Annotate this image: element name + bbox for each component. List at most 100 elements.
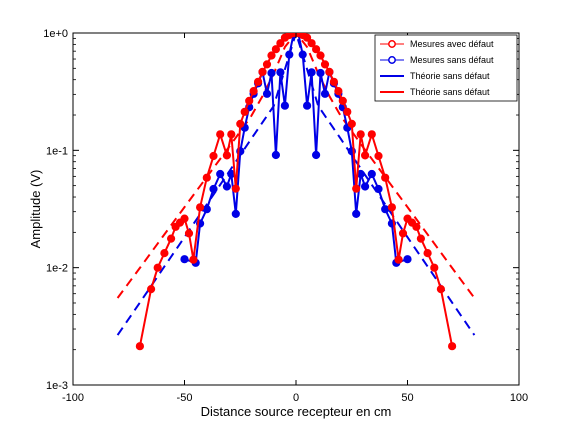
series-line [116,33,476,336]
x-tick-label: 100 [510,392,528,404]
data-point [180,255,189,264]
data-point [276,68,285,77]
y-tick-label: 1e-3 [46,380,68,392]
data-point [374,151,383,161]
legend-label: Théorie sans défaut [410,71,490,81]
data-point [153,263,162,272]
data-point [254,77,263,86]
data-point [180,214,189,223]
x-tick-label: 50 [401,392,413,404]
x-tick-label: -50 [177,392,193,404]
data-point [320,89,330,98]
series-2 [116,33,476,336]
y-tick-label: 1e-2 [46,263,68,275]
legend-box [374,34,518,102]
data-point [352,184,361,193]
data-point [303,101,312,110]
data-point [231,184,240,193]
data-point [262,89,272,98]
data-point [202,205,211,214]
data-point [316,68,325,78]
data-point [245,96,254,106]
data-point [312,150,321,160]
legend-label: Mesures sans défaut [410,55,494,65]
data-point [338,96,347,106]
data-point [267,68,276,78]
data-point [343,107,352,116]
data-point [448,342,457,351]
data-point [329,77,338,86]
data-point [216,130,225,139]
legend-marker [388,40,396,48]
data-point [361,151,370,160]
data-point [352,209,361,218]
data-point [312,45,321,54]
data-point [189,255,198,264]
data-point [276,39,285,48]
data-point [271,150,280,160]
y-tick-label: 1e+0 [43,28,68,40]
legend-label: Mesures avec défaut [410,39,494,49]
data-point [216,169,225,179]
data-point [381,173,390,182]
data-point [209,184,218,194]
data-point [398,229,408,238]
data-point [222,182,231,191]
data-point [347,119,356,129]
series-line [116,33,476,299]
x-tick-label: 0 [293,392,299,404]
data-point [307,39,316,48]
data-point [387,203,396,212]
data-point [412,222,421,231]
data-point [167,234,176,243]
data-point [240,107,249,116]
data-point [298,50,307,59]
legend-label: Théorie sans défaut [410,87,490,97]
data-point [285,50,294,59]
data-point [227,130,236,139]
data-point [196,203,205,212]
series-3 [116,33,476,299]
data-point [280,101,289,110]
data-point [249,87,258,96]
data-point [231,209,240,218]
tick-labels-layer: -100 -50 0 50 100 1e-3 1e-2 1e-1 1e+0 [43,28,528,404]
data-point [202,173,211,182]
data-point [320,60,330,69]
data-point [430,263,439,272]
data-point [303,33,312,42]
x-axis-label: Distance source recepteur en cm [201,404,392,419]
y-axis-label: Amplitude (V) [28,170,43,249]
data-point [262,60,272,69]
series-0 [135,33,457,351]
data-point [147,285,156,294]
data-point [160,249,169,258]
data-point [367,130,376,139]
data-point [374,184,383,194]
data-point [236,119,245,129]
x-tick-label: -100 [62,392,84,404]
series-line [138,33,454,347]
data-point [307,68,316,77]
legend-marker [388,56,396,64]
data-point [209,151,218,161]
data-point [416,234,425,243]
series-layer [116,33,476,351]
data-point [267,51,276,60]
data-point [271,45,280,54]
data-point [403,255,412,264]
data-point [356,130,365,139]
data-point [135,342,144,351]
legend: Mesures avec défaut Mesures sans défaut Th… [374,34,518,102]
data-point [222,151,231,160]
data-point [334,87,343,96]
data-point [361,182,370,191]
data-point [436,285,445,294]
data-point [423,249,432,258]
data-point [367,169,376,179]
data-point [325,67,334,77]
data-point [316,51,325,60]
data-point [394,255,403,264]
y-tick-label: 1e-1 [46,145,68,157]
